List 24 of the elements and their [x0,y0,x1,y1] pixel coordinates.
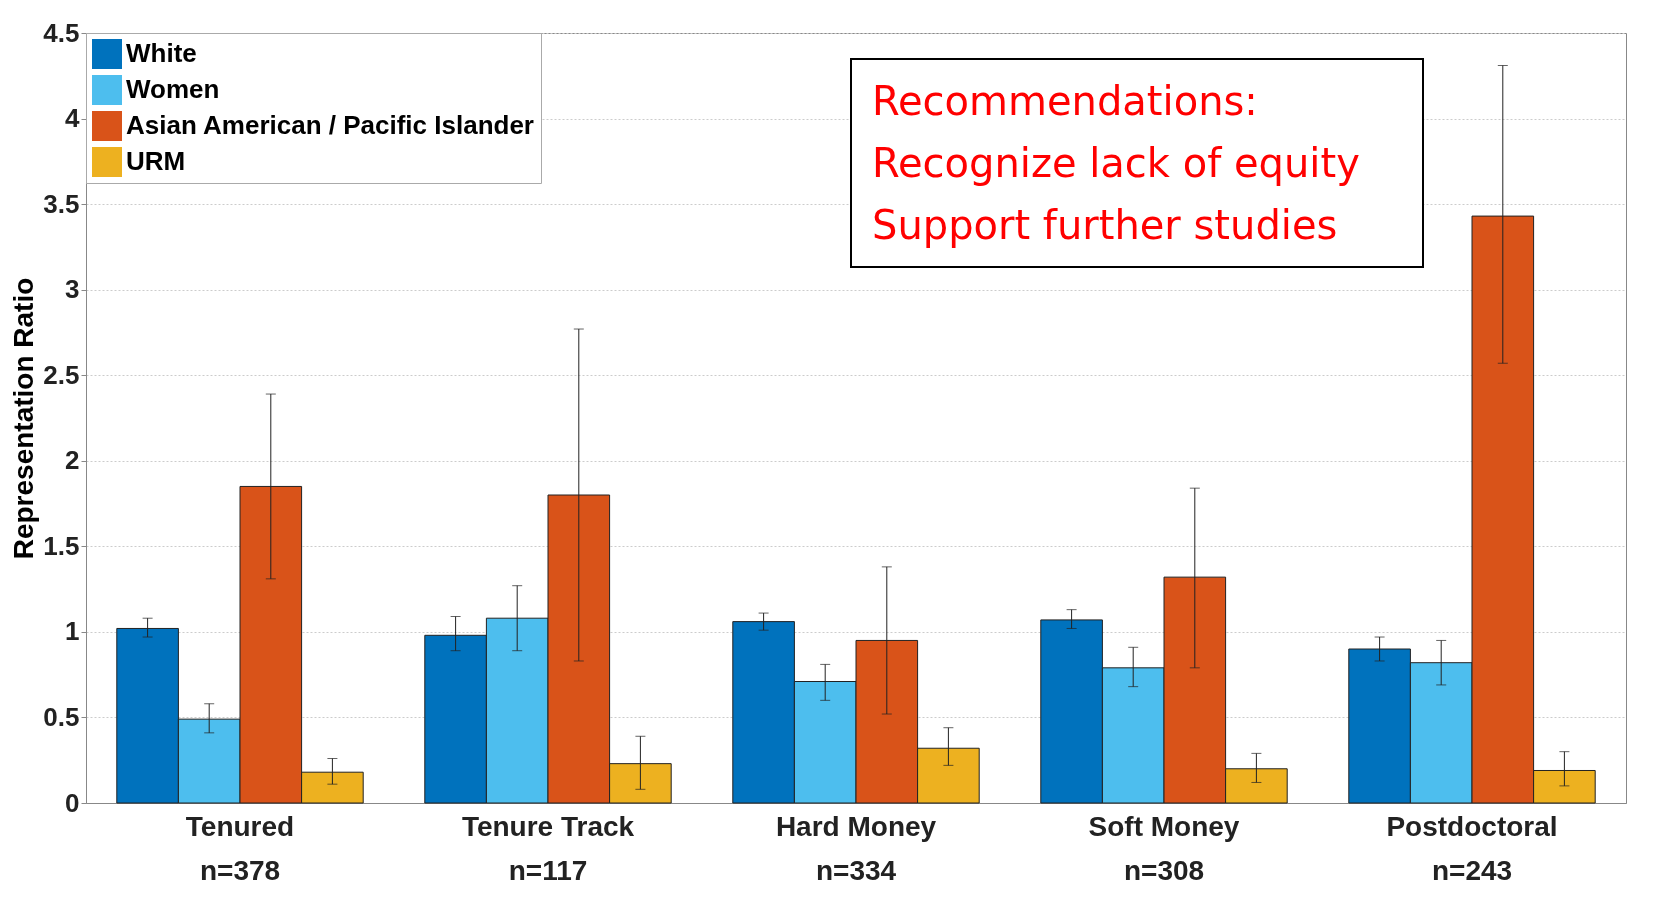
y-tick-label: 0.5 [43,701,80,732]
x-tick-label: Tenured n=378 [185,810,295,886]
y-tick-label: 1.5 [43,530,80,561]
x-tick-label: Postdoctoral n=243 [1386,810,1558,886]
x-tick-label: Tenure Track n=117 [461,810,635,886]
legend-label: URM [126,146,186,176]
y-tick-label: 2.5 [43,359,80,390]
y-tick-label: 4 [65,103,81,134]
legend-label: White [126,38,197,68]
x-tick-label: Hard Money n=334 [775,810,937,886]
y-tick-label: 3 [65,274,80,305]
y-tick-label: 2 [65,445,80,476]
annotation: Recognize lack of equity [872,139,1361,188]
annotation: Support further studies [872,201,1339,250]
y-tick-label: 3.5 [43,188,80,219]
y-tick-label: 4.5 [43,17,80,48]
y-tick-label: 1 [65,616,80,647]
annotation: Recommendations: [872,77,1259,126]
text-box: Recommendations: Recognize lack of equity Support further studies [850,58,1424,268]
x-tick-label: Soft Money n=308 [1088,810,1240,886]
legend-label: Women [126,74,220,104]
legend-label: Asian American / Pacific Islander [126,110,534,140]
y-axis-title: Representation Ratio [8,277,40,560]
y-tick-label: 0 [65,787,80,818]
